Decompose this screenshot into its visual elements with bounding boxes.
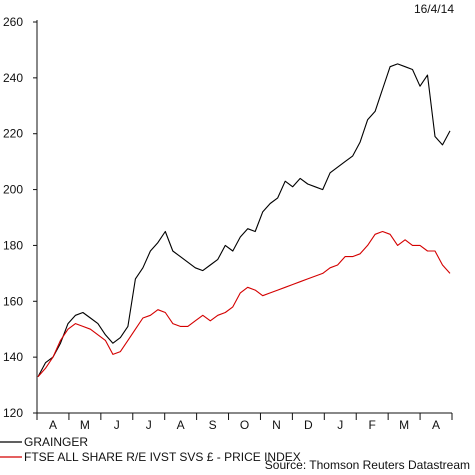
x-tick-label: J	[114, 418, 120, 432]
legend-label-ftse: FTSE ALL SHARE R/E IVST SVS £ - PRICE IN…	[24, 450, 301, 464]
x-tick-label: A	[49, 418, 57, 432]
y-tick-label: 120	[3, 406, 23, 420]
y-axis: 120 140 160 180 200 220 240 260	[3, 15, 38, 420]
x-tick-label: D	[304, 418, 313, 432]
legend-label-grainger: GRAINGER	[24, 435, 88, 449]
y-tick-label: 220	[3, 127, 23, 141]
x-tick-label: J	[146, 418, 152, 432]
x-tick-label: A	[432, 418, 440, 432]
x-tick-label: J	[337, 418, 343, 432]
x-tick-label: O	[240, 418, 249, 432]
y-tick-label: 200	[3, 183, 23, 197]
chart-date: 16/4/14	[414, 2, 454, 16]
series-line-grainger	[37, 63, 451, 377]
x-tick-label: A	[177, 418, 185, 432]
y-tick-label: 240	[3, 71, 23, 85]
x-tick-label: F	[369, 418, 376, 432]
legend: GRAINGER FTSE ALL SHARE R/E IVST SVS £ -…	[0, 435, 301, 464]
series-line-ftse	[37, 230, 451, 378]
y-tick-label: 180	[3, 238, 23, 252]
x-tick-label: M	[80, 418, 90, 432]
y-tick-label: 160	[3, 294, 23, 308]
y-tick-label: 140	[3, 350, 23, 364]
y-tick-label: 260	[3, 15, 23, 29]
x-tick-label: M	[399, 418, 409, 432]
chart-source: Source: Thomson Reuters Datastream	[265, 458, 470, 472]
x-tick-label: S	[209, 418, 217, 432]
plot-lines	[37, 63, 451, 378]
x-tick-label: N	[272, 418, 281, 432]
